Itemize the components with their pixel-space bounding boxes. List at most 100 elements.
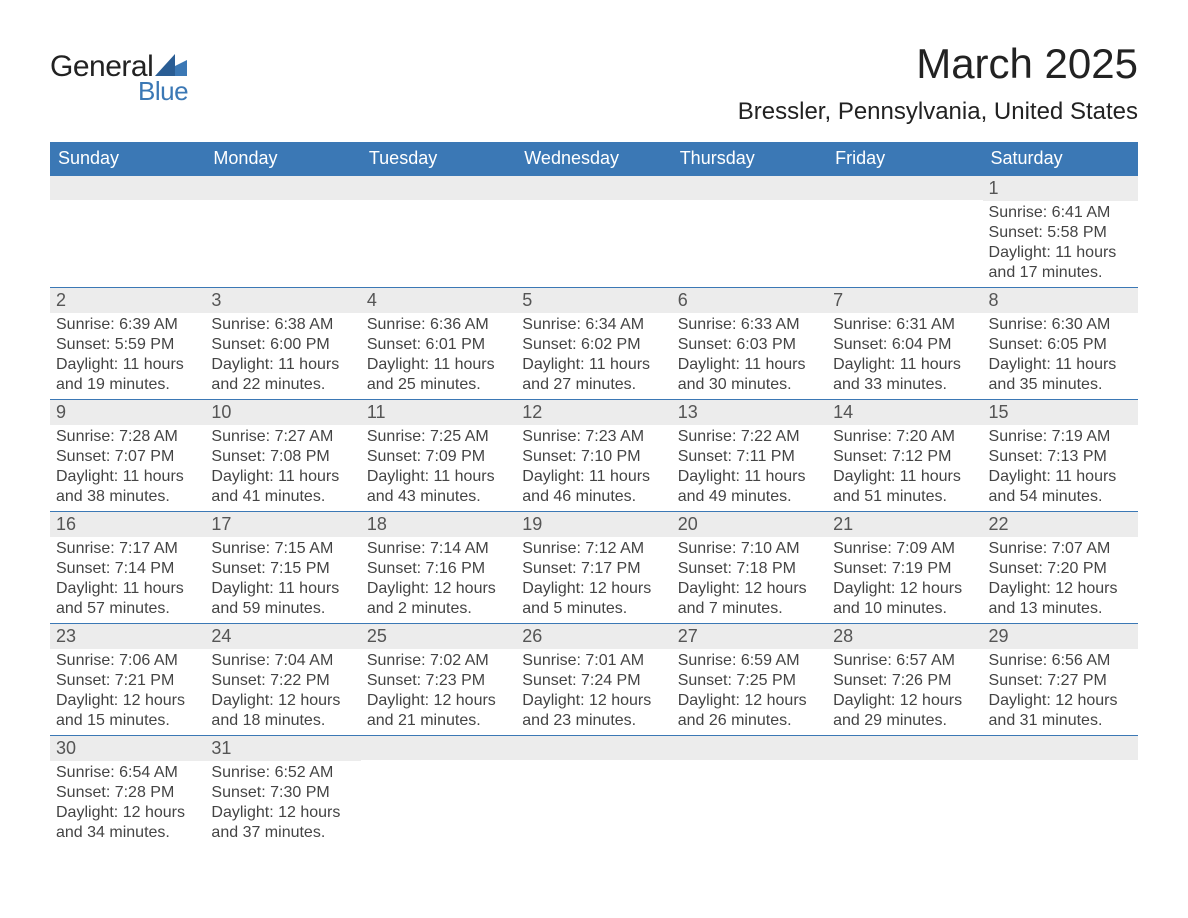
day-cell xyxy=(827,175,982,287)
day-number xyxy=(672,176,827,200)
day-cell: 26Sunrise: 7:01 AMSunset: 7:24 PMDayligh… xyxy=(516,623,671,735)
sunrise-text: Sunrise: 6:30 AM xyxy=(989,315,1132,335)
day-body: Sunrise: 7:19 AMSunset: 7:13 PMDaylight:… xyxy=(983,425,1138,511)
sunset-text: Sunset: 6:01 PM xyxy=(367,335,510,355)
daylight-text: Daylight: 11 hours and 35 minutes. xyxy=(989,355,1132,395)
day-body xyxy=(672,760,827,836)
daylight-text: Daylight: 12 hours and 31 minutes. xyxy=(989,691,1132,731)
day-cell: 11Sunrise: 7:25 AMSunset: 7:09 PMDayligh… xyxy=(361,399,516,511)
weekday-cell: Wednesday xyxy=(516,142,671,175)
day-cell: 16Sunrise: 7:17 AMSunset: 7:14 PMDayligh… xyxy=(50,511,205,623)
day-cell xyxy=(827,735,982,847)
sunset-text: Sunset: 7:16 PM xyxy=(367,559,510,579)
sunrise-text: Sunrise: 7:27 AM xyxy=(211,427,354,447)
sunrise-text: Sunrise: 7:01 AM xyxy=(522,651,665,671)
week-row: 9Sunrise: 7:28 AMSunset: 7:07 PMDaylight… xyxy=(50,399,1138,511)
day-body xyxy=(827,760,982,836)
day-body: Sunrise: 6:31 AMSunset: 6:04 PMDaylight:… xyxy=(827,313,982,399)
day-number: 31 xyxy=(205,736,360,761)
sunrise-text: Sunrise: 7:10 AM xyxy=(678,539,821,559)
day-cell xyxy=(50,175,205,287)
week-row: 23Sunrise: 7:06 AMSunset: 7:21 PMDayligh… xyxy=(50,623,1138,735)
weekday-cell: Friday xyxy=(827,142,982,175)
daylight-text: Daylight: 11 hours and 54 minutes. xyxy=(989,467,1132,507)
daylight-text: Daylight: 12 hours and 18 minutes. xyxy=(211,691,354,731)
day-number: 20 xyxy=(672,512,827,537)
weekday-cell: Tuesday xyxy=(361,142,516,175)
day-number xyxy=(361,176,516,200)
daylight-text: Daylight: 12 hours and 5 minutes. xyxy=(522,579,665,619)
day-number: 7 xyxy=(827,288,982,313)
day-body xyxy=(983,760,1138,836)
day-number: 30 xyxy=(50,736,205,761)
day-number xyxy=(672,736,827,760)
day-cell: 22Sunrise: 7:07 AMSunset: 7:20 PMDayligh… xyxy=(983,511,1138,623)
sunset-text: Sunset: 7:27 PM xyxy=(989,671,1132,691)
daylight-text: Daylight: 11 hours and 30 minutes. xyxy=(678,355,821,395)
day-cell: 17Sunrise: 7:15 AMSunset: 7:15 PMDayligh… xyxy=(205,511,360,623)
day-number: 18 xyxy=(361,512,516,537)
day-cell: 23Sunrise: 7:06 AMSunset: 7:21 PMDayligh… xyxy=(50,623,205,735)
sunrise-text: Sunrise: 6:41 AM xyxy=(989,203,1132,223)
day-body: Sunrise: 7:23 AMSunset: 7:10 PMDaylight:… xyxy=(516,425,671,511)
sunset-text: Sunset: 5:59 PM xyxy=(56,335,199,355)
daylight-text: Daylight: 11 hours and 38 minutes. xyxy=(56,467,199,507)
daylight-text: Daylight: 12 hours and 37 minutes. xyxy=(211,803,354,843)
sunrise-text: Sunrise: 6:36 AM xyxy=(367,315,510,335)
daylight-text: Daylight: 12 hours and 15 minutes. xyxy=(56,691,199,731)
day-cell: 21Sunrise: 7:09 AMSunset: 7:19 PMDayligh… xyxy=(827,511,982,623)
day-number: 14 xyxy=(827,400,982,425)
day-body: Sunrise: 6:30 AMSunset: 6:05 PMDaylight:… xyxy=(983,313,1138,399)
day-cell xyxy=(516,735,671,847)
day-body: Sunrise: 7:06 AMSunset: 7:21 PMDaylight:… xyxy=(50,649,205,735)
sunrise-text: Sunrise: 6:31 AM xyxy=(833,315,976,335)
day-body xyxy=(361,760,516,836)
day-body: Sunrise: 7:22 AMSunset: 7:11 PMDaylight:… xyxy=(672,425,827,511)
day-body xyxy=(672,200,827,276)
day-cell: 4Sunrise: 6:36 AMSunset: 6:01 PMDaylight… xyxy=(361,287,516,399)
sunrise-text: Sunrise: 7:20 AM xyxy=(833,427,976,447)
sunrise-text: Sunrise: 6:56 AM xyxy=(989,651,1132,671)
day-number: 2 xyxy=(50,288,205,313)
daylight-text: Daylight: 11 hours and 27 minutes. xyxy=(522,355,665,395)
sunrise-text: Sunrise: 6:57 AM xyxy=(833,651,976,671)
daylight-text: Daylight: 11 hours and 41 minutes. xyxy=(211,467,354,507)
daylight-text: Daylight: 11 hours and 22 minutes. xyxy=(211,355,354,395)
day-number: 27 xyxy=(672,624,827,649)
day-body: Sunrise: 6:52 AMSunset: 7:30 PMDaylight:… xyxy=(205,761,360,847)
day-body: Sunrise: 6:34 AMSunset: 6:02 PMDaylight:… xyxy=(516,313,671,399)
day-cell: 25Sunrise: 7:02 AMSunset: 7:23 PMDayligh… xyxy=(361,623,516,735)
sunset-text: Sunset: 7:12 PM xyxy=(833,447,976,467)
day-cell: 9Sunrise: 7:28 AMSunset: 7:07 PMDaylight… xyxy=(50,399,205,511)
day-number: 13 xyxy=(672,400,827,425)
day-cell: 31Sunrise: 6:52 AMSunset: 7:30 PMDayligh… xyxy=(205,735,360,847)
logo-text-sub: Blue xyxy=(138,76,188,107)
sunrise-text: Sunrise: 6:59 AM xyxy=(678,651,821,671)
day-number: 28 xyxy=(827,624,982,649)
day-body: Sunrise: 6:59 AMSunset: 7:25 PMDaylight:… xyxy=(672,649,827,735)
weekday-cell: Sunday xyxy=(50,142,205,175)
day-cell xyxy=(516,175,671,287)
sunrise-text: Sunrise: 6:39 AM xyxy=(56,315,199,335)
day-number xyxy=(516,176,671,200)
daylight-text: Daylight: 11 hours and 49 minutes. xyxy=(678,467,821,507)
sunset-text: Sunset: 6:04 PM xyxy=(833,335,976,355)
day-number: 1 xyxy=(983,176,1138,201)
day-body: Sunrise: 7:20 AMSunset: 7:12 PMDaylight:… xyxy=(827,425,982,511)
sunset-text: Sunset: 5:58 PM xyxy=(989,223,1132,243)
sunrise-text: Sunrise: 7:17 AM xyxy=(56,539,199,559)
weekday-cell: Monday xyxy=(205,142,360,175)
week-row: 16Sunrise: 7:17 AMSunset: 7:14 PMDayligh… xyxy=(50,511,1138,623)
day-cell: 27Sunrise: 6:59 AMSunset: 7:25 PMDayligh… xyxy=(672,623,827,735)
day-number: 26 xyxy=(516,624,671,649)
week-row: 30Sunrise: 6:54 AMSunset: 7:28 PMDayligh… xyxy=(50,735,1138,847)
day-body: Sunrise: 7:04 AMSunset: 7:22 PMDaylight:… xyxy=(205,649,360,735)
weekday-cell: Saturday xyxy=(983,142,1138,175)
day-body: Sunrise: 6:57 AMSunset: 7:26 PMDaylight:… xyxy=(827,649,982,735)
day-body: Sunrise: 6:54 AMSunset: 7:28 PMDaylight:… xyxy=(50,761,205,847)
day-cell xyxy=(672,175,827,287)
sunset-text: Sunset: 7:21 PM xyxy=(56,671,199,691)
day-body: Sunrise: 6:36 AMSunset: 6:01 PMDaylight:… xyxy=(361,313,516,399)
day-number: 22 xyxy=(983,512,1138,537)
weekday-header-row: SundayMondayTuesdayWednesdayThursdayFrid… xyxy=(50,142,1138,175)
